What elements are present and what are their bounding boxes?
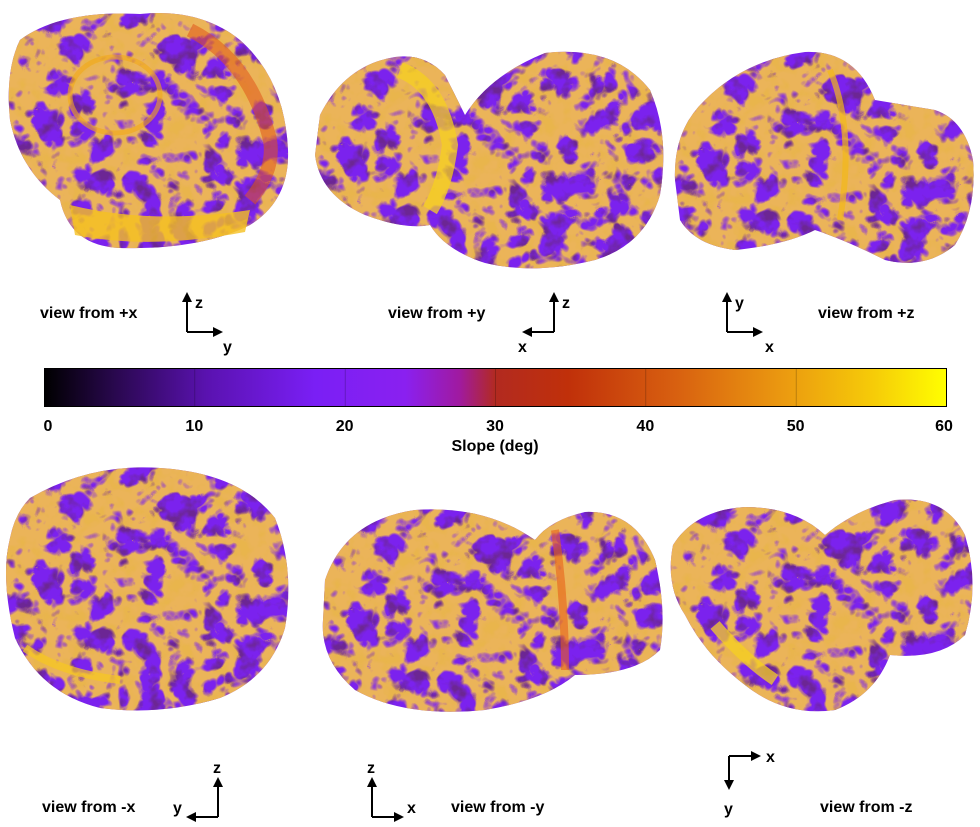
axis-side-label: x [765, 339, 774, 356]
axis-up-label: y [735, 295, 744, 312]
view-label-minus-y: view from -y [451, 799, 545, 816]
colorbar-tick-label: 20 [335, 418, 354, 435]
axis-triad-minus-z: x y [724, 749, 775, 818]
nucleus-render-plus-x [8, 13, 289, 249]
view-label-plus-x: view from +x [40, 305, 138, 322]
axis-triad-plus-y: z x [518, 292, 570, 356]
colorbar-tick-label: 30 [486, 418, 504, 435]
nucleus-render-plus-z [674, 51, 974, 263]
axis-triad-plus-z: y x [722, 292, 774, 356]
colorbar-tick-label: 10 [185, 418, 204, 435]
axis-side-label: x [766, 749, 775, 766]
colorbar-tick-label: 40 [636, 418, 655, 435]
axis-side-label: x [407, 800, 416, 817]
view-label-minus-z: view from -z [820, 799, 913, 816]
nucleus-render-minus-y [322, 509, 663, 712]
axis-up-label: z [367, 760, 375, 777]
axis-side-label: y [223, 339, 232, 356]
colorbar-tick-label: 50 [786, 418, 805, 435]
axis-up-label: z [195, 295, 203, 312]
nucleus-render-minus-z [670, 499, 973, 712]
slope-colorbar [44, 368, 947, 407]
colorbar-tick-label: 0 [43, 418, 53, 435]
colorbar-tick-label: 60 [935, 418, 953, 435]
nucleus-render-plus-y [315, 51, 664, 269]
axis-down-label: y [724, 801, 733, 818]
axis-side-label: x [518, 339, 527, 356]
colorbar-ticks [194, 368, 797, 407]
axis-up-label: z [562, 295, 570, 312]
view-label-plus-y: view from +y [388, 305, 486, 322]
axis-triad-plus-x: z y [182, 292, 232, 356]
axis-triad-minus-y: z x [367, 760, 416, 822]
colorbar-title: Slope (deg) [451, 438, 539, 455]
view-label-minus-x: view from -x [42, 799, 136, 816]
axis-side-label: y [173, 800, 182, 817]
axis-up-label: z [213, 760, 221, 777]
axis-triad-minus-x: z y [173, 760, 223, 822]
nucleus-render-minus-x [6, 467, 289, 711]
view-label-plus-z: view from +z [818, 305, 915, 322]
